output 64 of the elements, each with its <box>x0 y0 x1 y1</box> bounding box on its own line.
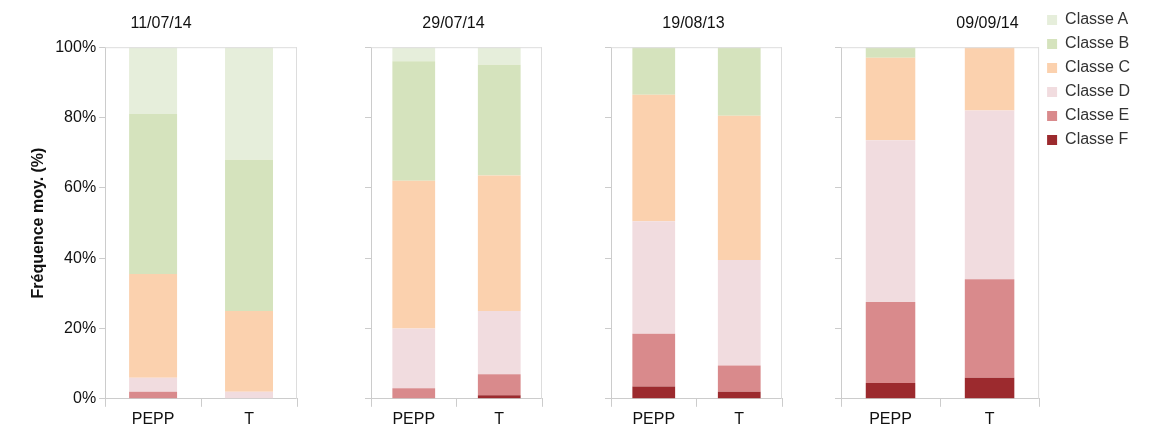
bar <box>392 180 436 329</box>
y-tick-label: 20% <box>64 318 97 336</box>
legend-label: Classe C <box>1065 58 1130 76</box>
bar <box>964 279 1015 378</box>
legend-label: Classe D <box>1065 82 1130 100</box>
bar <box>717 115 761 260</box>
bar <box>865 57 916 141</box>
bar <box>717 47 761 116</box>
bar <box>632 333 676 387</box>
bar <box>477 47 521 65</box>
bar <box>129 114 178 274</box>
bar <box>225 391 274 399</box>
chart-title: 09/09/14 <box>956 14 1019 32</box>
legend-label: Classe A <box>1065 10 1129 28</box>
bar <box>477 175 521 311</box>
x-tick-label: PEPP <box>392 409 436 427</box>
bar <box>392 388 436 399</box>
bar <box>225 47 274 160</box>
bar <box>632 94 676 222</box>
x-tick-label: PEPP <box>869 409 912 427</box>
bar <box>964 377 1015 399</box>
bar <box>632 47 676 95</box>
x-tick-label: T <box>244 409 255 427</box>
legend-label: Classe E <box>1065 106 1130 124</box>
x-tick-label: PEPP <box>131 409 175 427</box>
bar <box>477 374 521 396</box>
bar <box>717 391 761 399</box>
y-axis-title: Fréquence moy. (%) <box>29 147 47 299</box>
bar <box>225 159 274 311</box>
bar <box>392 61 436 181</box>
legend-label: Classe F <box>1065 130 1129 148</box>
x-tick-label: T <box>734 409 745 427</box>
chart-title: 19/08/13 <box>662 14 725 32</box>
y-tick-label: 100% <box>55 37 97 55</box>
bar <box>964 110 1015 280</box>
bar <box>129 47 178 114</box>
x-tick-label: PEPP <box>632 409 676 427</box>
bar <box>717 259 761 366</box>
bar <box>717 365 761 392</box>
x-tick-label: T <box>494 409 505 427</box>
bar <box>632 221 676 334</box>
x-tick-label: T <box>984 409 995 427</box>
bar <box>477 64 521 176</box>
y-tick-label: 40% <box>64 248 97 266</box>
bar <box>129 377 178 392</box>
bar <box>392 47 436 62</box>
y-tick-label: 60% <box>64 178 97 196</box>
legend-label: Classe B <box>1065 34 1130 52</box>
chart-title: 29/07/14 <box>422 14 485 32</box>
bar <box>225 310 274 392</box>
bar <box>129 391 178 399</box>
bar <box>129 273 178 378</box>
bar <box>392 328 436 389</box>
bar <box>964 47 1015 111</box>
y-tick-label: 0% <box>73 389 97 407</box>
y-tick-label: 80% <box>64 107 97 125</box>
chart-title: 11/07/14 <box>130 14 192 32</box>
bar <box>477 310 521 375</box>
bar <box>865 47 916 58</box>
bar <box>865 140 916 303</box>
bar <box>632 386 676 399</box>
bar <box>865 302 916 383</box>
bar <box>865 382 916 399</box>
bar <box>477 395 521 399</box>
